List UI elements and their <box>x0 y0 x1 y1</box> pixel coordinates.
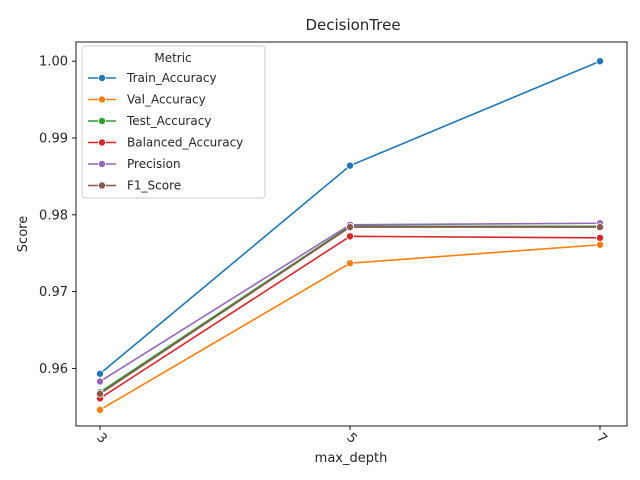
legend-label: Train_Accuracy <box>126 71 217 85</box>
legend-marker <box>98 74 107 83</box>
series-layer <box>96 57 605 414</box>
legend-item: Val_Accuracy <box>88 93 206 107</box>
x-axis-label: max_depth <box>315 451 388 466</box>
legend-title: Metric <box>154 51 191 65</box>
y-tick-label: 0.98 <box>39 208 68 223</box>
legend-label: Balanced_Accuracy <box>127 136 243 150</box>
x-tick-label: 5 <box>343 430 359 446</box>
data-point <box>596 240 605 249</box>
data-point <box>596 57 605 66</box>
data-point <box>596 223 605 232</box>
legend-item: Test_Accuracy <box>88 114 211 128</box>
series-train-accuracy <box>96 57 605 378</box>
legend-item: F1_Score <box>88 179 181 193</box>
legend-marker <box>98 95 107 104</box>
x-axis: 3 5 7 <box>93 426 610 447</box>
series-f1-score <box>96 223 605 398</box>
legend-label: Test_Accuracy <box>126 114 211 128</box>
y-tick-label: 1.00 <box>39 55 68 70</box>
legend-marker <box>98 181 107 190</box>
series-val-accuracy <box>96 240 605 414</box>
data-point <box>96 389 105 398</box>
y-axis: 0.96 0.97 0.98 0.99 1.00 <box>39 55 76 377</box>
legend-item: Precision <box>88 157 181 171</box>
data-point <box>96 369 105 378</box>
data-point <box>345 223 354 232</box>
y-tick-label: 0.99 <box>39 132 68 147</box>
legend-item: Balanced_Accuracy <box>88 136 243 150</box>
x-tick-label: 7 <box>593 430 609 446</box>
series-balanced-accuracy <box>96 232 605 403</box>
legend-marker <box>98 117 107 126</box>
legend-marker <box>98 138 107 147</box>
legend-label: Val_Accuracy <box>127 93 206 107</box>
data-point <box>345 259 354 268</box>
data-point <box>596 233 605 242</box>
legend-frame <box>81 45 266 199</box>
data-point <box>345 232 354 241</box>
legend-marker <box>98 159 107 168</box>
data-point <box>345 161 354 170</box>
legend-item: Train_Accuracy <box>88 71 217 85</box>
y-axis-label: Score <box>16 216 31 252</box>
legend: Metric Train_Accuracy Val_Accuracy Test_Ac… <box>81 45 266 199</box>
y-tick-label: 0.96 <box>39 362 68 377</box>
data-point <box>96 377 105 386</box>
legend-label: Precision <box>127 157 181 171</box>
data-point <box>96 405 105 414</box>
legend-label: F1_Score <box>127 179 181 193</box>
y-tick-label: 0.97 <box>39 285 68 300</box>
chart-title: DecisionTree <box>305 16 400 34</box>
x-tick-label: 3 <box>93 430 109 446</box>
